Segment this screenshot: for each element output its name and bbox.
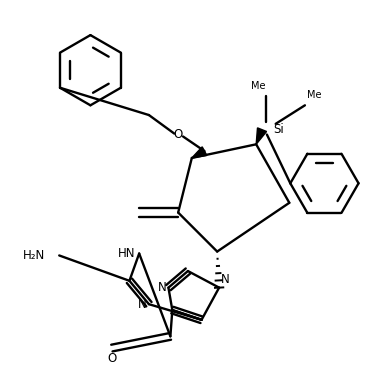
Text: N: N [158,281,166,294]
Polygon shape [192,147,207,158]
Text: O: O [174,128,183,141]
Text: Me: Me [307,90,322,100]
Text: O: O [107,352,117,365]
Text: N: N [138,298,147,311]
Text: Me: Me [251,81,265,91]
Text: HN: HN [118,247,135,260]
Text: H₂N: H₂N [23,249,46,262]
Polygon shape [256,128,266,144]
Text: N: N [221,273,230,286]
Text: Si: Si [274,123,285,136]
